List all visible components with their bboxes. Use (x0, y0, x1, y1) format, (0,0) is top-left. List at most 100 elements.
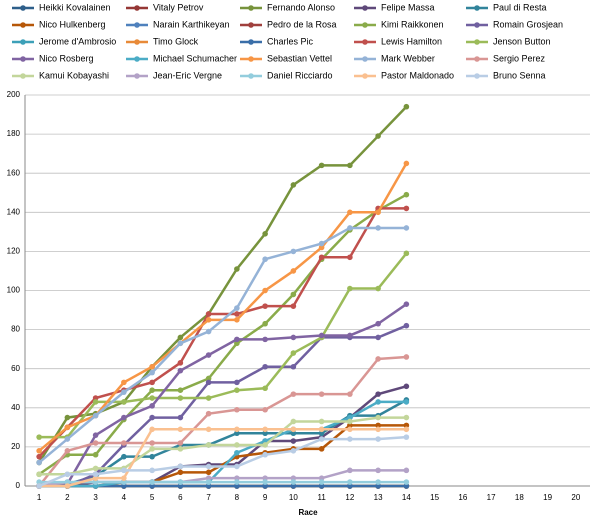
series-marker (318, 391, 325, 397)
series-marker (234, 340, 240, 347)
series-marker (64, 414, 71, 421)
legend-label: Nico Rosberg (39, 53, 94, 63)
legend-label: Paul di Resta (493, 2, 547, 12)
series-marker (177, 395, 184, 401)
series-marker (149, 483, 155, 489)
series-marker (234, 426, 240, 433)
legend-marker (474, 73, 480, 79)
series-marker (121, 467, 127, 474)
x-tick-label: 7 (206, 493, 211, 502)
series-marker (92, 483, 99, 489)
series-line (39, 252, 408, 439)
series-marker (149, 426, 155, 433)
series-marker (234, 379, 240, 386)
series-marker (177, 334, 184, 341)
legend-label: Lewis Hamilton (381, 36, 442, 46)
series-marker (177, 463, 184, 470)
legend-marker (474, 56, 480, 62)
series-marker (290, 334, 297, 341)
series-marker (205, 483, 212, 489)
series-marker (318, 475, 325, 481)
legend-label: Jenson Button (493, 36, 551, 46)
series-marker (347, 225, 353, 231)
series-marker (262, 479, 268, 485)
y-tick-label: 80 (11, 325, 20, 334)
series-marker (262, 256, 268, 263)
series-marker (375, 479, 381, 485)
series-marker (347, 418, 353, 425)
series-marker (177, 479, 184, 485)
legend-marker (20, 22, 26, 28)
x-tick-label: 14 (402, 493, 411, 502)
series-marker (36, 471, 42, 478)
series-marker (205, 442, 212, 448)
legend-label: Sebastian Vettel (267, 53, 332, 63)
series-marker (234, 442, 240, 448)
series-marker (262, 406, 268, 413)
series-marker (318, 446, 325, 452)
series-line (38, 193, 407, 476)
series-marker (205, 395, 212, 401)
legend-label: Mark Webber (381, 53, 435, 63)
series-marker (234, 479, 240, 485)
series-marker (403, 467, 410, 474)
legend-label: Pastor Maldonado (381, 70, 454, 80)
series-marker (375, 334, 381, 341)
series-marker (149, 387, 155, 394)
series-marker (403, 301, 410, 307)
series-marker (403, 354, 410, 360)
series-marker (121, 440, 127, 446)
x-tick-label: 18 (515, 493, 524, 502)
series-marker (262, 231, 268, 237)
series-marker (347, 436, 353, 442)
series-marker (121, 379, 127, 386)
series-marker (403, 160, 410, 167)
legend-marker (20, 73, 26, 79)
series-marker (121, 414, 127, 421)
legend-marker (20, 5, 26, 11)
series-marker (375, 285, 381, 292)
series-marker (290, 248, 297, 255)
legend-label: Pedro de la Rosa (267, 19, 337, 29)
legend-marker (248, 22, 254, 28)
legend-label: Narain Karthikeyan (153, 19, 230, 29)
legend-marker (134, 22, 140, 28)
legend-label: Daniel Ricciardo (267, 70, 333, 80)
series-marker (403, 191, 410, 198)
x-tick-label: 4 (122, 493, 127, 502)
series-marker (92, 475, 99, 481)
legend-label: Romain Grosjean (493, 19, 563, 29)
series-marker (177, 360, 184, 366)
series-marker (347, 479, 353, 485)
series-marker (36, 459, 42, 466)
legend-marker (20, 39, 26, 45)
legend-marker (474, 39, 480, 45)
legend-marker (134, 56, 140, 62)
series-marker (234, 305, 240, 311)
series-marker (234, 483, 240, 489)
legend-label: Fernando Alonso (267, 2, 335, 12)
series-marker (92, 395, 99, 401)
series-marker (375, 209, 381, 216)
series-marker (262, 430, 268, 437)
series-marker (149, 453, 155, 460)
series-marker (205, 469, 212, 476)
series-marker (403, 414, 410, 421)
series-marker (92, 440, 99, 446)
series-marker (234, 449, 240, 456)
x-axis-title: Race (298, 508, 318, 517)
legend-marker (362, 56, 368, 62)
series-marker (403, 399, 410, 405)
x-tick-label: 8 (235, 493, 240, 502)
series-marker (403, 434, 410, 440)
legend-label: Heikki Kovalainen (39, 2, 111, 12)
series-marker (290, 438, 297, 444)
series-marker (149, 403, 155, 409)
series-marker (290, 291, 297, 298)
series-marker (92, 479, 99, 485)
legend-marker (248, 39, 254, 45)
series-marker (290, 303, 297, 309)
legend-label: Sergio Perez (493, 53, 546, 63)
legend-marker (134, 5, 140, 11)
